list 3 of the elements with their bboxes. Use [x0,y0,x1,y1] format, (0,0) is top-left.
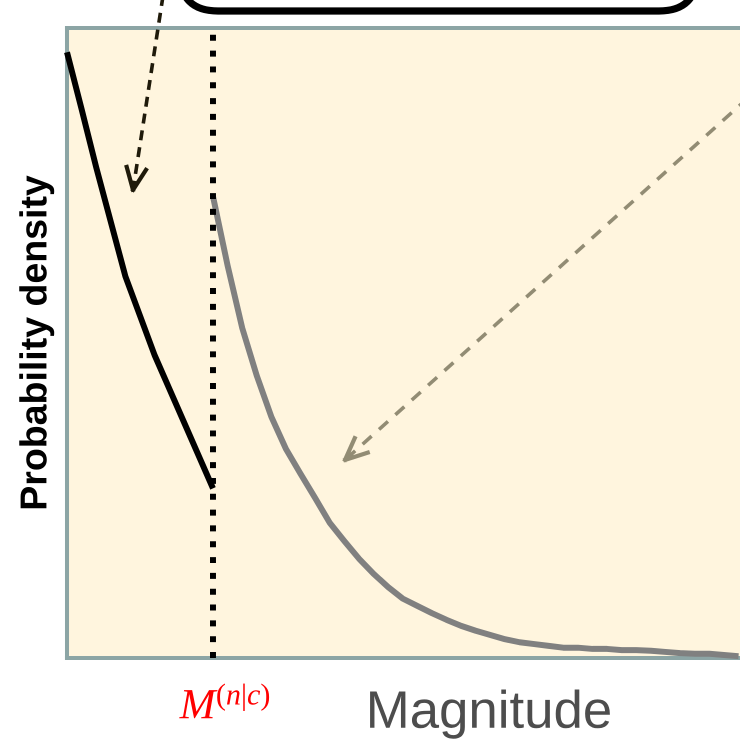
text: M$^{(n|c)}$ [179,684,270,718]
x-axis-title: Magnitude [370,690,610,739]
y-axis-title: Probability density [19,175,54,508]
